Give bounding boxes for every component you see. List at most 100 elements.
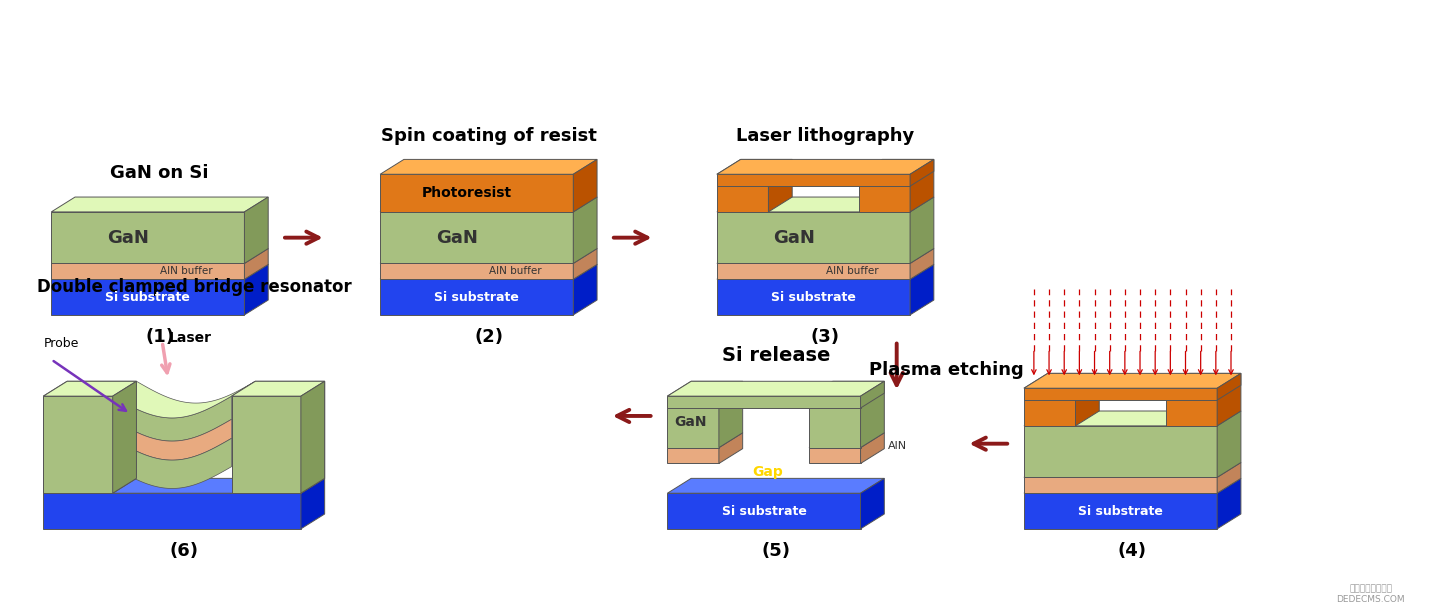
Polygon shape [52, 212, 245, 264]
Polygon shape [1024, 373, 1099, 388]
Polygon shape [1217, 463, 1241, 493]
Polygon shape [717, 280, 910, 315]
Polygon shape [380, 174, 573, 212]
Polygon shape [717, 159, 933, 174]
Polygon shape [717, 264, 910, 280]
Text: 织梦内容管理系统
DEDECMS.COM: 织梦内容管理系统 DEDECMS.COM [1336, 585, 1405, 604]
Polygon shape [910, 264, 933, 315]
Text: (4): (4) [1117, 542, 1146, 560]
Polygon shape [861, 433, 884, 463]
Polygon shape [573, 248, 598, 280]
Polygon shape [52, 264, 268, 280]
Polygon shape [43, 396, 112, 493]
Polygon shape [1217, 373, 1241, 426]
Polygon shape [667, 396, 719, 447]
Polygon shape [809, 433, 884, 447]
Polygon shape [380, 248, 598, 264]
Polygon shape [232, 396, 301, 493]
Polygon shape [809, 447, 861, 463]
Polygon shape [245, 248, 268, 280]
Polygon shape [1024, 478, 1217, 493]
Polygon shape [52, 197, 268, 212]
Text: GaN: GaN [108, 229, 150, 246]
Text: Si release: Si release [721, 346, 829, 365]
Polygon shape [573, 197, 598, 264]
Polygon shape [809, 396, 861, 447]
Polygon shape [717, 159, 792, 174]
Polygon shape [380, 280, 573, 315]
Polygon shape [52, 248, 268, 264]
Polygon shape [861, 381, 884, 408]
Polygon shape [245, 197, 268, 264]
Polygon shape [910, 248, 933, 280]
Polygon shape [769, 159, 792, 212]
Polygon shape [1024, 426, 1217, 478]
Text: AlN buffer: AlN buffer [160, 266, 213, 276]
Polygon shape [858, 159, 933, 174]
Polygon shape [1076, 373, 1099, 426]
Polygon shape [301, 478, 324, 529]
Text: Si substrate: Si substrate [435, 291, 520, 303]
Polygon shape [1165, 388, 1217, 426]
Polygon shape [380, 264, 573, 280]
Polygon shape [667, 433, 743, 447]
Text: Si substrate: Si substrate [721, 504, 806, 517]
Polygon shape [1217, 411, 1241, 478]
Polygon shape [717, 174, 769, 212]
Text: Laser lithography: Laser lithography [736, 127, 914, 145]
Polygon shape [667, 478, 884, 493]
Polygon shape [717, 212, 910, 264]
Polygon shape [1024, 493, 1217, 529]
Polygon shape [1165, 373, 1241, 388]
Polygon shape [52, 264, 245, 280]
Polygon shape [43, 493, 301, 529]
Polygon shape [380, 159, 598, 174]
Text: Double clamped bridge resonator: Double clamped bridge resonator [36, 278, 351, 296]
Text: (5): (5) [762, 542, 791, 560]
Polygon shape [232, 381, 324, 396]
Text: AlN buffer: AlN buffer [825, 266, 878, 276]
Polygon shape [858, 174, 910, 212]
Text: Spin coating of resist: Spin coating of resist [380, 127, 596, 145]
Polygon shape [809, 381, 884, 396]
Polygon shape [380, 264, 598, 280]
Polygon shape [667, 396, 861, 408]
Text: Si substrate: Si substrate [1079, 504, 1164, 517]
Text: Si substrate: Si substrate [105, 291, 190, 303]
Polygon shape [43, 396, 112, 493]
Polygon shape [1024, 388, 1217, 400]
Text: (6): (6) [170, 542, 199, 560]
Polygon shape [112, 438, 232, 489]
Polygon shape [861, 381, 884, 447]
Polygon shape [667, 447, 719, 463]
Polygon shape [910, 159, 933, 212]
Text: Probe: Probe [43, 337, 79, 349]
Polygon shape [717, 264, 933, 280]
Polygon shape [667, 381, 743, 396]
Text: GaN: GaN [773, 229, 815, 246]
Polygon shape [861, 478, 884, 529]
Text: AlN buffer: AlN buffer [490, 266, 541, 276]
Polygon shape [301, 381, 324, 493]
Text: Si substrate: Si substrate [770, 291, 855, 303]
Text: GaN: GaN [674, 415, 707, 429]
Text: Gap: Gap [753, 465, 783, 479]
Polygon shape [1217, 478, 1241, 529]
Polygon shape [301, 381, 324, 493]
Polygon shape [717, 248, 933, 264]
Polygon shape [380, 212, 573, 264]
Polygon shape [1024, 373, 1241, 388]
Polygon shape [667, 493, 861, 529]
Polygon shape [52, 280, 245, 315]
Polygon shape [573, 264, 598, 315]
Polygon shape [112, 381, 137, 493]
Polygon shape [719, 433, 743, 463]
Text: (3): (3) [811, 328, 840, 346]
Polygon shape [232, 396, 301, 493]
Polygon shape [43, 381, 137, 396]
Polygon shape [1024, 478, 1241, 493]
Text: Photoresist: Photoresist [422, 186, 513, 200]
Polygon shape [717, 174, 910, 186]
Polygon shape [245, 264, 268, 315]
Polygon shape [112, 396, 232, 441]
